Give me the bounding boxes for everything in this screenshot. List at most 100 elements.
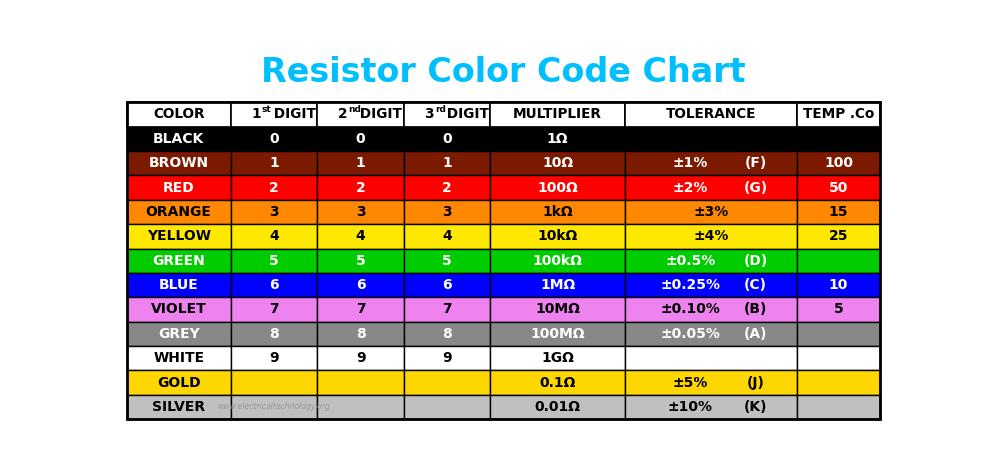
Bar (231, 297, 317, 322)
Bar (490, 224, 625, 248)
Text: 1: 1 (355, 156, 365, 170)
Text: MULTIPLIER: MULTIPLIER (514, 107, 602, 122)
Bar (625, 370, 797, 395)
Text: 10kΩ: 10kΩ (537, 229, 577, 243)
Bar (127, 273, 231, 297)
Text: COLOR: COLOR (153, 107, 204, 122)
Text: ORANGE: ORANGE (145, 205, 211, 219)
Bar (317, 224, 404, 248)
Text: (F): (F) (744, 156, 767, 170)
Text: VIOLET: VIOLET (151, 302, 206, 316)
Text: BLUE: BLUE (159, 278, 198, 292)
Bar (127, 102, 880, 419)
Bar (127, 151, 231, 175)
Text: 8: 8 (355, 327, 365, 341)
Text: 9: 9 (355, 351, 365, 365)
Text: 8: 8 (269, 327, 279, 341)
Text: GOLD: GOLD (157, 376, 200, 390)
Text: (A): (A) (744, 327, 767, 341)
Bar (625, 297, 797, 322)
Bar (317, 346, 404, 370)
Bar (231, 200, 317, 224)
Bar (404, 175, 490, 200)
Bar (127, 102, 231, 127)
Bar (490, 346, 625, 370)
Text: 2: 2 (355, 181, 365, 194)
Bar (317, 102, 404, 127)
Text: 6: 6 (355, 278, 365, 292)
Bar (127, 346, 231, 370)
Bar (625, 346, 797, 370)
Text: 1: 1 (251, 107, 260, 122)
Text: st: st (262, 105, 272, 114)
Bar (404, 297, 490, 322)
Bar (797, 224, 880, 248)
Text: 2: 2 (338, 107, 347, 122)
Text: 4: 4 (269, 229, 279, 243)
Text: 4: 4 (355, 229, 365, 243)
Bar (797, 248, 880, 273)
Bar (490, 248, 625, 273)
Bar (490, 151, 625, 175)
Text: (B): (B) (744, 302, 767, 316)
Text: (J): (J) (746, 376, 765, 390)
Bar (490, 273, 625, 297)
Text: 50: 50 (829, 181, 848, 194)
Bar (625, 127, 797, 151)
Text: DIGIT: DIGIT (442, 107, 489, 122)
Bar (797, 346, 880, 370)
Bar (404, 370, 490, 395)
Bar (797, 273, 880, 297)
Text: 5: 5 (269, 254, 279, 268)
Text: ±5%: ±5% (673, 376, 708, 390)
Text: ±4%: ±4% (693, 229, 729, 243)
Text: GREEN: GREEN (152, 254, 205, 268)
Bar (404, 322, 490, 346)
Text: 3: 3 (424, 107, 434, 122)
Bar (490, 370, 625, 395)
Bar (317, 127, 404, 151)
Bar (231, 175, 317, 200)
Text: 100kΩ: 100kΩ (532, 254, 582, 268)
Text: 3: 3 (269, 205, 279, 219)
Text: 0.1Ω: 0.1Ω (539, 376, 575, 390)
Bar (231, 127, 317, 151)
Bar (231, 248, 317, 273)
Bar (127, 322, 231, 346)
Text: 9: 9 (269, 351, 279, 365)
Bar (317, 370, 404, 395)
Bar (797, 200, 880, 224)
Bar (625, 151, 797, 175)
Bar (127, 175, 231, 200)
Bar (490, 297, 625, 322)
Text: WHITE: WHITE (153, 351, 204, 365)
Bar (490, 395, 625, 419)
Text: RED: RED (163, 181, 194, 194)
Text: 7: 7 (355, 302, 365, 316)
Text: SILVER: SILVER (152, 400, 205, 414)
Bar (490, 102, 625, 127)
Bar (231, 370, 317, 395)
Bar (231, 395, 317, 419)
Bar (317, 322, 404, 346)
Text: BROWN: BROWN (148, 156, 209, 170)
Text: 5: 5 (442, 254, 452, 268)
Bar (231, 102, 317, 127)
Bar (797, 395, 880, 419)
Text: 7: 7 (269, 302, 279, 316)
Bar (404, 102, 490, 127)
Text: 2: 2 (442, 181, 452, 194)
Text: 25: 25 (829, 229, 848, 243)
Text: DIGIT: DIGIT (355, 107, 403, 122)
Text: 4: 4 (442, 229, 452, 243)
Bar (797, 151, 880, 175)
Text: 3: 3 (355, 205, 365, 219)
Text: (D): (D) (743, 254, 768, 268)
Bar (625, 395, 797, 419)
Bar (404, 395, 490, 419)
Text: 1MΩ: 1MΩ (540, 278, 575, 292)
Text: ±3%: ±3% (693, 205, 729, 219)
Bar (797, 297, 880, 322)
Bar (127, 395, 231, 419)
Text: ±0.5%: ±0.5% (665, 254, 715, 268)
